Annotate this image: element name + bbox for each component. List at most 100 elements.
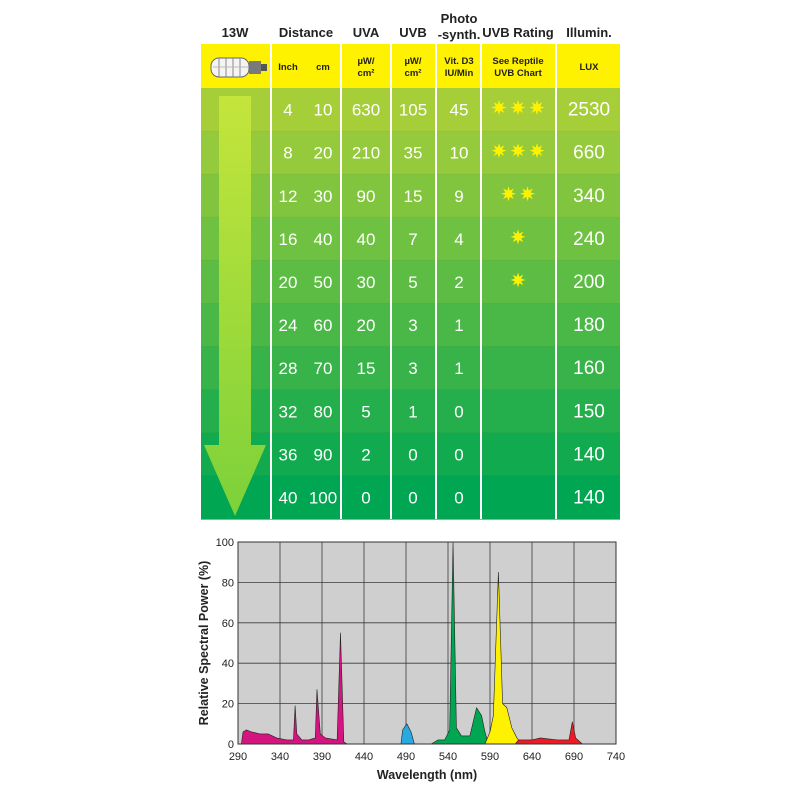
x-tick-label: 390 [313,751,331,763]
x-tick-label: 690 [565,751,583,763]
cell-lux: 150 [573,401,605,422]
table-header: 13W Distance UVA UVB Photo -synth. UVB R… [222,11,612,42]
sun-star-icon [501,186,516,202]
sun-star-icon [529,100,545,116]
cell-cm: 40 [314,230,333,249]
cell-uvb: 7 [408,230,417,249]
cell-uva: 15 [357,359,376,378]
sun-star-icon [510,272,526,288]
sun-star-icon [510,100,526,116]
table-row: 16 40 40 7 4 240 [279,229,605,250]
cell-uvb: 5 [408,273,417,292]
cell-uvb: 15 [404,187,423,206]
cell-cm: 90 [314,445,333,464]
spectrum-area [430,541,489,745]
header-photo-line1: Photo [441,11,478,26]
cell-photo: 0 [454,402,463,421]
sun-star-icon [520,186,535,202]
cell-cm: 30 [314,187,333,206]
cell-lux: 200 [573,272,605,293]
table-row: 40 100 0 0 0 140 [279,487,605,508]
cell-uva: 90 [357,187,376,206]
subheader-photo-unit-2: IU/Min [445,68,474,79]
x-tick-label: 640 [523,751,541,763]
cell-lux: 140 [573,444,605,465]
cell-uva: 30 [357,273,376,292]
cell-uva: 210 [352,144,380,163]
subheader-uvb-unit-1: µW/ [404,56,421,67]
subheader-cm: cm [316,62,330,73]
cell-photo: 10 [450,144,469,163]
cell-uvb: 35 [404,144,423,163]
cell-photo: 0 [454,488,463,507]
subheader-inch: Inch [278,62,298,73]
sun-star-icon [510,229,526,245]
cell-uvb: 105 [399,101,427,120]
header-distance: Distance [279,25,333,40]
y-tick-labels: 0 20 40 60 80 100 [216,537,234,751]
cell-inch: 8 [283,144,292,163]
y-tick-label: 0 [228,739,234,751]
cell-cm: 70 [314,359,333,378]
y-axis-label: Relative Spectral Power (%) [197,561,211,726]
subheader-rating-unit-1: See Reptile [492,56,543,67]
cell-photo: 2 [454,273,463,292]
cell-uva: 20 [357,316,376,335]
cell-inch: 36 [279,445,298,464]
cell-lux: 160 [573,358,605,379]
cell-inch: 12 [279,187,298,206]
cell-inch: 24 [279,316,298,335]
cell-cm: 100 [309,488,337,507]
header-photo-line2: -synth. [438,27,481,42]
x-tick-label: 290 [229,751,247,763]
y-tick-label: 100 [216,537,234,549]
cfl-bulb-icon [210,57,267,78]
down-arrow-icon [204,96,266,516]
cell-photo: 1 [454,316,463,335]
cell-cm: 60 [314,316,333,335]
header-uva: UVA [353,25,380,40]
cell-uvb: 0 [408,445,417,464]
header-rating: UVB Rating [482,25,554,40]
sun-star-icon [491,143,507,159]
cell-uva: 2 [361,445,370,464]
table-row: 36 90 2 0 0 140 [279,444,605,465]
header-uvb: UVB [399,25,426,40]
cell-uvb: 1 [408,402,417,421]
table-row: 12 30 90 15 9 340 [279,186,605,207]
table-row: 28 70 15 3 1 160 [279,358,605,379]
cell-uvb: 3 [408,359,417,378]
header-wattage: 13W [222,25,249,40]
plot-frame [237,541,617,745]
cell-inch: 40 [279,488,298,507]
cell-lux: 2530 [568,100,610,121]
cell-inch: 28 [279,359,298,378]
x-tick-labels: 290 340 390 440 490 540 590 640 690 740 [229,751,625,763]
column-dividers [270,44,557,519]
sun-star-icon [510,143,526,159]
cell-photo: 4 [454,230,463,249]
subheader-photo-unit-1: Vit. D3 [444,56,473,67]
x-tick-label: 440 [355,751,373,763]
table-row: 20 50 30 5 2 200 [279,272,605,293]
sun-star-icon [529,143,545,159]
cell-lux: 140 [573,487,605,508]
spectrum-area [514,721,583,745]
table-row: 32 80 5 1 0 150 [279,401,605,422]
x-tick-label: 540 [439,751,457,763]
y-tick-label: 20 [222,699,234,711]
y-tick-label: 40 [222,658,234,670]
cell-cm: 80 [314,402,333,421]
cell-uva: 630 [352,101,380,120]
y-tick-label: 80 [222,577,234,589]
spectrum-areas [241,541,583,745]
cell-uva: 5 [361,402,370,421]
x-tick-label: 340 [271,751,289,763]
uvb-distance-table: 13W Distance UVA UVB Photo -synth. UVB R… [201,11,620,520]
cell-photo: 9 [454,187,463,206]
cell-uvb: 3 [408,316,417,335]
cell-lux: 180 [573,315,605,336]
cell-photo: 45 [450,101,469,120]
header-illum: Illumin. [566,25,612,40]
